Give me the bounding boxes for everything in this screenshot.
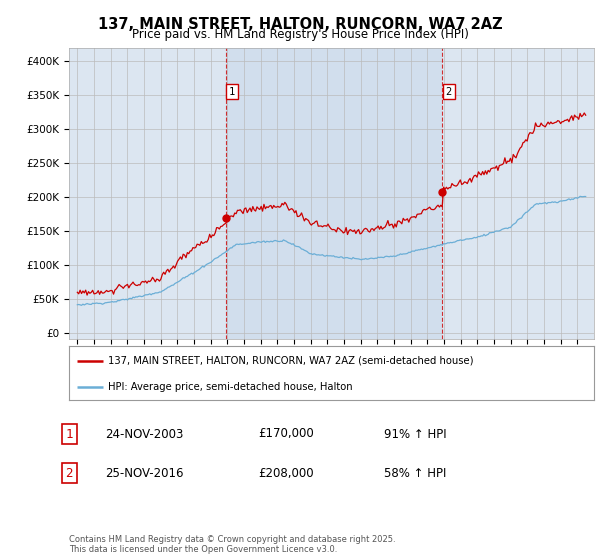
Text: Contains HM Land Registry data © Crown copyright and database right 2025.
This d: Contains HM Land Registry data © Crown c… bbox=[69, 535, 395, 554]
Text: Price paid vs. HM Land Registry's House Price Index (HPI): Price paid vs. HM Land Registry's House … bbox=[131, 28, 469, 41]
Text: 137, MAIN STREET, HALTON, RUNCORN, WA7 2AZ: 137, MAIN STREET, HALTON, RUNCORN, WA7 2… bbox=[98, 17, 502, 32]
Text: 2: 2 bbox=[446, 87, 452, 97]
Text: £208,000: £208,000 bbox=[258, 466, 314, 480]
Text: HPI: Average price, semi-detached house, Halton: HPI: Average price, semi-detached house,… bbox=[109, 382, 353, 391]
Text: 2: 2 bbox=[65, 466, 73, 480]
Text: 25-NOV-2016: 25-NOV-2016 bbox=[105, 466, 184, 480]
Text: 137, MAIN STREET, HALTON, RUNCORN, WA7 2AZ (semi-detached house): 137, MAIN STREET, HALTON, RUNCORN, WA7 2… bbox=[109, 356, 474, 366]
Text: £170,000: £170,000 bbox=[258, 427, 314, 441]
Bar bbox=[226, 48, 442, 339]
Text: 58% ↑ HPI: 58% ↑ HPI bbox=[384, 466, 446, 480]
Text: 91% ↑ HPI: 91% ↑ HPI bbox=[384, 427, 446, 441]
Text: 1: 1 bbox=[229, 87, 235, 97]
Text: 24-NOV-2003: 24-NOV-2003 bbox=[105, 427, 184, 441]
Text: 1: 1 bbox=[65, 427, 73, 441]
